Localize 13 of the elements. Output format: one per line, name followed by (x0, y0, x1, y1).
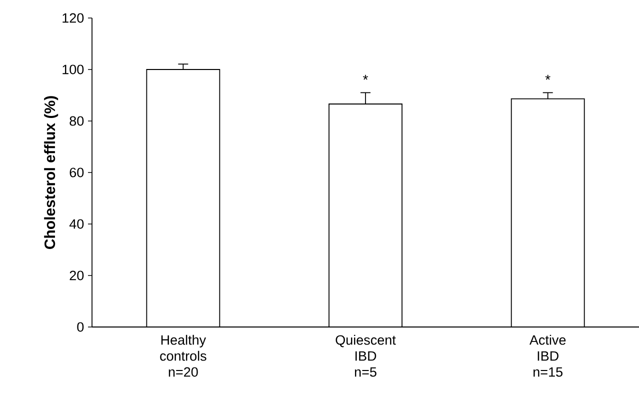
annotation: * (363, 74, 368, 80)
y-tick-label: 40 (69, 219, 84, 229)
y-tick-label: 0 (77, 322, 84, 332)
y-tick-label: 60 (70, 168, 84, 178)
x-tick-label: Quiescent IBD n=5 (336, 334, 396, 377)
y-tick-label: 120 (62, 13, 84, 23)
x-tick-label: Healthy controls n=20 (160, 334, 206, 377)
y-tick-label: 20 (70, 270, 84, 280)
x-tick-label: Active IBD n=15 (529, 334, 566, 377)
y-axis-title: Cholesterol efflux (%) (44, 96, 58, 249)
y-tick-label: 100 (62, 64, 84, 74)
annotation: * (545, 74, 550, 80)
y-tick-label: 80 (70, 116, 84, 126)
